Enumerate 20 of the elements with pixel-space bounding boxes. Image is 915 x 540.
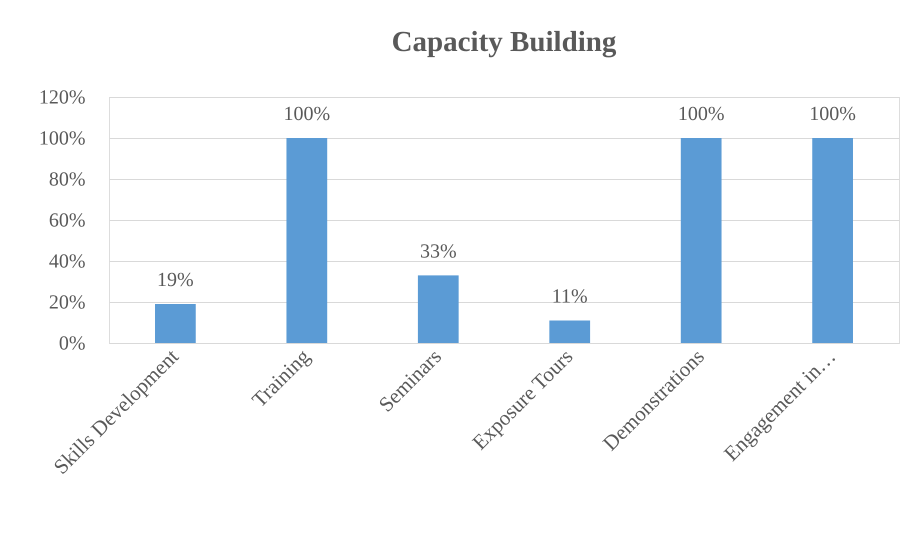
y-tick-label: 0% <box>58 332 86 354</box>
bar <box>418 275 459 343</box>
y-tick-label: 40% <box>48 250 86 272</box>
y-tick-label: 60% <box>48 210 86 232</box>
data-label: 100% <box>809 103 856 125</box>
data-label: 11% <box>552 285 588 308</box>
bar <box>286 138 328 343</box>
bar <box>680 138 722 343</box>
bar <box>549 320 590 343</box>
y-tick-label: 20% <box>48 292 86 314</box>
data-label: 19% <box>157 269 194 292</box>
data-label: 100% <box>678 103 725 125</box>
y-tick-label: 100% <box>38 128 86 150</box>
bar <box>812 138 853 343</box>
chart-title: Capacity Building <box>392 26 617 58</box>
y-tick-label: 120% <box>38 86 86 108</box>
data-label: 100% <box>283 103 330 125</box>
y-tick-label: 80% <box>48 168 86 190</box>
bar <box>155 304 196 343</box>
data-label: 33% <box>420 240 457 262</box>
